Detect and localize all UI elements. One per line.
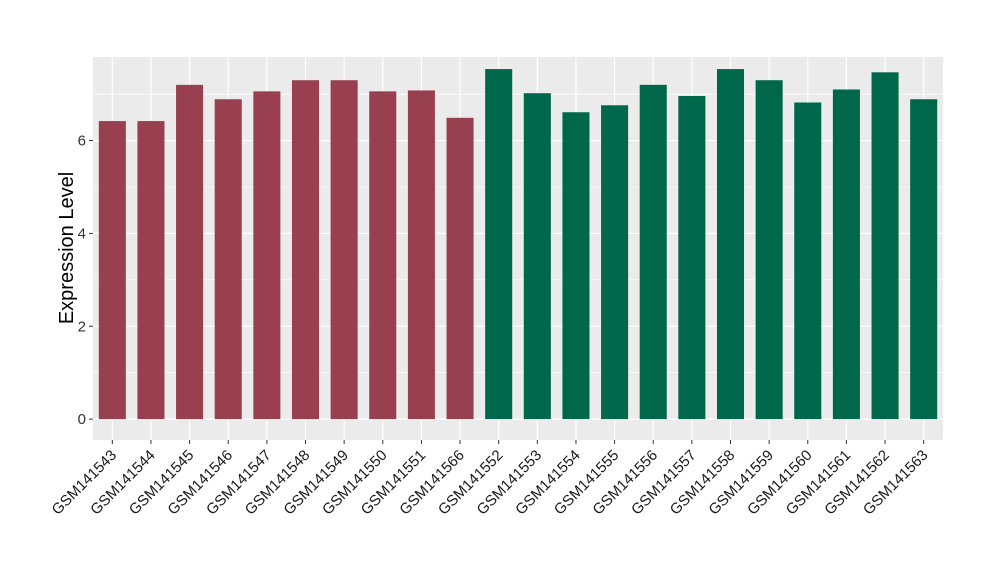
- bar-GSM141556: [639, 84, 667, 420]
- bar-GSM141559: [755, 80, 783, 420]
- bar-GSM141554: [562, 112, 590, 420]
- y-axis: 0 2 4 6: [78, 133, 93, 428]
- bar-GSM141546: [214, 99, 242, 420]
- bar-GSM141547: [253, 91, 281, 420]
- bar-GSM141545: [176, 84, 204, 420]
- bar-GSM141543: [98, 121, 126, 420]
- bar-GSM141549: [330, 80, 358, 420]
- bar-GSM141562: [871, 72, 899, 420]
- y-tick-label: 2: [78, 318, 86, 335]
- bar-GSM141548: [291, 80, 320, 420]
- bar-GSM141560: [794, 102, 822, 420]
- y-axis-title: Expression Level: [56, 172, 78, 324]
- bar-GSM141557: [678, 95, 706, 420]
- bar-GSM141558: [716, 69, 745, 420]
- y-tick-label: 0: [78, 411, 86, 428]
- bar-GSM141561: [832, 89, 860, 420]
- bar-GSM141566: [446, 117, 474, 420]
- bars: [98, 69, 938, 420]
- bar-GSM141544: [137, 121, 165, 420]
- bar-GSM141563: [910, 99, 938, 420]
- bar-GSM141555: [601, 105, 629, 420]
- y-tick-label: 6: [78, 133, 86, 150]
- y-tick-label: 4: [78, 225, 86, 242]
- bar-GSM141550: [369, 91, 397, 420]
- bar-GSM141552: [485, 69, 513, 420]
- bar-GSM141551: [407, 90, 435, 420]
- x-axis: GSM141543GSM141544GSM141545GSM141546GSM1…: [49, 440, 932, 518]
- bar-GSM141553: [523, 93, 551, 420]
